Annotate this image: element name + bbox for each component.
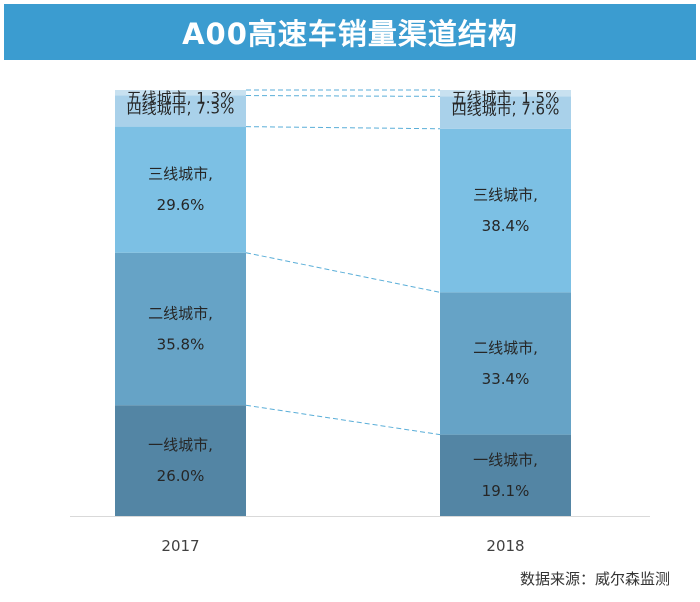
data-label-line: 29.6%: [157, 196, 205, 214]
bar-segment-2018-5: [440, 90, 571, 97]
bar-segment-2017-5: [115, 90, 246, 96]
data-label-line: 二线城市,: [148, 304, 213, 322]
data-label-2017-2: 二线城市, 35.8%: [148, 304, 213, 353]
data-label-line: 38.4%: [482, 217, 530, 235]
bar-segment-2018-2: [440, 292, 571, 435]
data-label-line: 三线城市,: [473, 186, 538, 204]
connector-line-2: [245, 252, 441, 293]
bar-segment-2017-3: [115, 126, 246, 253]
data-label-line: 19.1%: [482, 482, 530, 500]
data-label-2018-3: 三线城市, 38.4%: [473, 186, 538, 235]
bar-segment-2018-4: [440, 96, 571, 129]
data-source: 数据来源：威尔森监测: [519, 570, 670, 588]
page-title: A00高速车销量渠道结构: [182, 17, 518, 51]
data-label-2017-3: 三线城市, 29.6%: [148, 165, 213, 214]
x-tick-label-2018: 2018: [486, 537, 524, 555]
data-label-2018-1: 一线城市, 19.1%: [473, 451, 538, 500]
title-bar: A00高速车销量渠道结构: [4, 4, 696, 60]
bar-segment-2018-1: [440, 434, 571, 516]
connector-line-3: [245, 126, 441, 130]
bar-segment-2017-4: [115, 95, 246, 127]
data-label-2018-4: 四线城市, 7.6%: [452, 100, 560, 118]
connector-line-4: [245, 95, 441, 97]
data-label-2018-2: 二线城市, 33.4%: [473, 339, 538, 388]
data-label-2018-5: 五线城市, 1.5%: [452, 89, 560, 107]
data-label-line: 二线城市,: [473, 339, 538, 357]
bar-segment-2017-2: [115, 252, 246, 406]
connector-line-1: [245, 404, 441, 436]
data-label-2017-1: 一线城市, 26.0%: [148, 436, 213, 485]
data-label-line: 35.8%: [157, 335, 205, 353]
x-tick-label-2017: 2017: [161, 537, 199, 555]
data-label-line: 一线城市,: [148, 436, 213, 454]
bar-segment-2017-1: [115, 405, 246, 516]
data-label-line: 26.0%: [157, 467, 205, 485]
bar-segment-2018-3: [440, 128, 571, 293]
data-label-2017-5: 五线城市, 1.3%: [127, 89, 235, 107]
data-label-line: 33.4%: [482, 370, 530, 388]
data-label-line: 三线城市,: [148, 165, 213, 183]
data-label-line: 一线城市,: [473, 451, 538, 469]
data-label-2017-4: 四线城市, 7.3%: [127, 100, 235, 118]
